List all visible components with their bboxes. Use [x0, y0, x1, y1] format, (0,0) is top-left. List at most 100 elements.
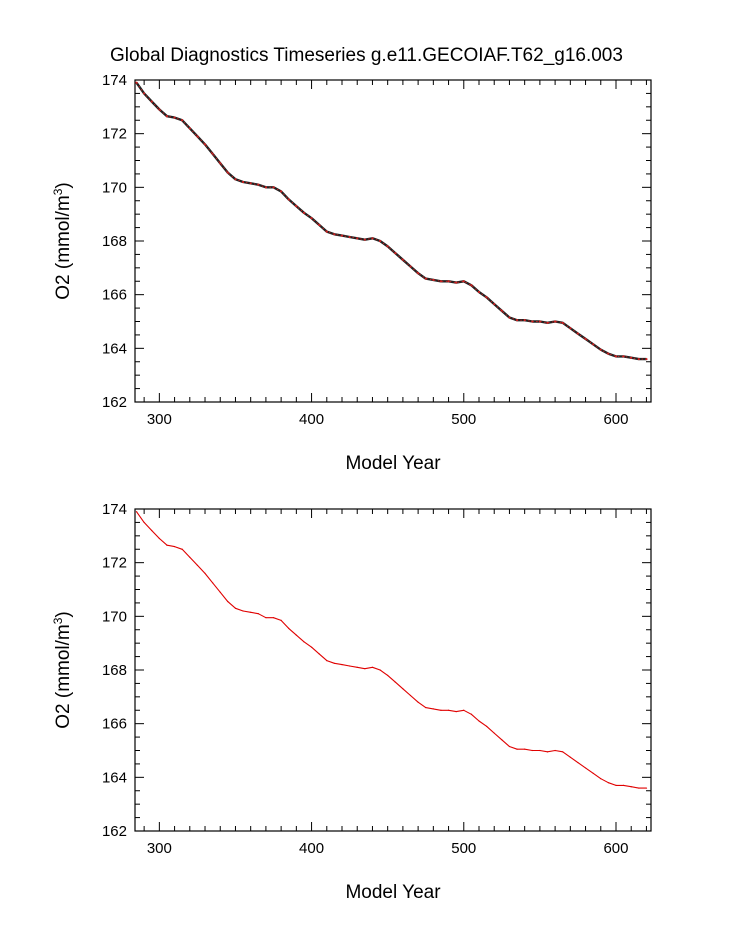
- y-tick-label: 174: [102, 72, 127, 89]
- data-point: [417, 701, 419, 703]
- x-tick-label: 600: [603, 840, 628, 857]
- data-point: [584, 767, 587, 769]
- y-tick-label: 168: [102, 662, 127, 679]
- y-tick-label: 170: [102, 179, 127, 196]
- data-point: [303, 641, 305, 643]
- data-point: [234, 607, 237, 609]
- data-point: [401, 258, 404, 261]
- data-point: [340, 234, 344, 237]
- data-point: [577, 761, 579, 764]
- data-point: [158, 537, 160, 540]
- data-point: [326, 660, 328, 662]
- data-point: [341, 664, 343, 666]
- data-point: [592, 343, 595, 346]
- data-point: [280, 619, 282, 621]
- data-point: [363, 238, 366, 241]
- y-axis-title-text: O2 (mmol/m: [53, 624, 74, 729]
- plot-frame: [134, 79, 652, 403]
- data-point: [447, 280, 450, 283]
- data-point: [356, 666, 358, 668]
- data-point: [188, 127, 191, 130]
- y-tick-label: 164: [102, 340, 127, 357]
- data-point: [394, 681, 396, 683]
- y-tick-label: 174: [102, 501, 127, 518]
- y-axis-title: O2 (mmol/m3): [51, 182, 74, 300]
- data-point: [409, 265, 412, 268]
- data-point: [257, 183, 260, 186]
- x-tick-label: 400: [299, 840, 324, 857]
- data-point: [538, 320, 541, 323]
- data-point: [242, 610, 244, 612]
- data-point: [508, 745, 511, 748]
- data-point: [485, 296, 488, 299]
- y-tick-label: 166: [102, 287, 127, 304]
- data-point: [432, 278, 435, 282]
- data-point: [158, 108, 161, 111]
- data-point: [539, 749, 541, 752]
- data-point: [500, 309, 503, 312]
- data-point: [204, 572, 206, 575]
- data-point: [607, 352, 610, 355]
- data-point: [554, 320, 557, 323]
- data-point: [546, 751, 549, 753]
- data-point: [531, 749, 533, 752]
- data-point: [486, 725, 488, 727]
- data-point: [576, 332, 580, 335]
- data-point: [166, 544, 168, 546]
- y-tick-label: 172: [102, 126, 127, 143]
- data-point: [143, 92, 146, 95]
- data-point: [515, 319, 519, 322]
- data-point: [265, 617, 267, 619]
- data-point: [211, 152, 214, 155]
- y-axis-title-close: ): [53, 182, 74, 188]
- data-point: [600, 778, 602, 780]
- data-point: [645, 357, 648, 361]
- data-point: [584, 337, 587, 341]
- data-point: [455, 710, 457, 713]
- data-point: [135, 81, 138, 84]
- data-point: [227, 600, 229, 603]
- y-axis-title: O2 (mmol/m3): [51, 611, 74, 729]
- data-point: [477, 290, 481, 294]
- data-point: [599, 348, 602, 351]
- y-tick-label: 162: [102, 394, 127, 411]
- data-point: [333, 662, 335, 664]
- chart-panel-1: 300 400 500 600 162 164 166 168 170 172 174 Model Y…: [51, 72, 652, 474]
- data-point: [645, 787, 648, 789]
- data-point: [630, 786, 632, 788]
- data-point: [425, 706, 427, 709]
- data-point: [478, 720, 480, 722]
- data-point: [447, 709, 450, 711]
- data-point: [325, 230, 328, 233]
- data-point: [349, 665, 351, 667]
- data-point: [371, 666, 374, 668]
- data-point: [135, 511, 138, 513]
- data-point: [310, 217, 313, 220]
- data-point: [356, 237, 359, 240]
- data-point: [151, 529, 153, 532]
- data-point: [378, 239, 382, 243]
- data-point: [463, 709, 465, 711]
- data-point: [280, 190, 283, 193]
- data-point: [470, 284, 473, 287]
- data-point: [523, 319, 526, 322]
- y-axis-title-text: O2 (mmol/m: [53, 195, 74, 300]
- y-tick-label: 168: [102, 233, 127, 250]
- y-axis-title-close: ): [53, 611, 74, 617]
- data-point: [318, 223, 321, 226]
- series-line-markers: [136, 82, 647, 360]
- data-point: [417, 272, 420, 275]
- data-point: [387, 674, 389, 676]
- data-point: [637, 357, 640, 361]
- data-point: [630, 356, 633, 359]
- data-point: [364, 668, 366, 670]
- data-point: [546, 321, 549, 324]
- x-tick-label: 500: [451, 411, 476, 428]
- data-point: [181, 119, 184, 122]
- data-point: [524, 748, 526, 750]
- data-point: [455, 281, 458, 284]
- data-point: [615, 784, 617, 786]
- data-point: [249, 182, 252, 185]
- data-point: [562, 751, 564, 753]
